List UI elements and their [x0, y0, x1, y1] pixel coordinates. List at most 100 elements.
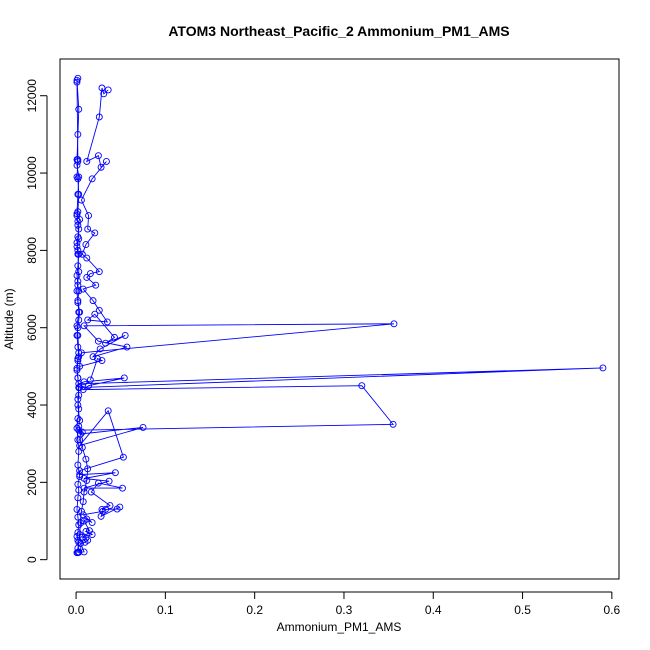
data-point [82, 534, 90, 542]
data-point [84, 316, 92, 324]
data-point [78, 428, 86, 436]
data-point [77, 507, 85, 515]
data-point [116, 503, 124, 511]
data-point [82, 527, 90, 535]
data-point [79, 386, 87, 394]
data-point [123, 343, 131, 351]
data-point [103, 318, 111, 326]
data-point [74, 250, 82, 258]
data-point [86, 270, 94, 278]
data-point [94, 152, 102, 160]
plot-area [73, 74, 607, 557]
x-tick-label: 0.4 [425, 603, 442, 617]
data-point [119, 484, 126, 492]
data-point [80, 517, 88, 525]
data-point [105, 477, 113, 485]
data-point [104, 86, 112, 94]
data-point [74, 221, 82, 229]
data-point [75, 308, 83, 316]
data-point [74, 331, 82, 339]
data-point [89, 297, 97, 305]
x-axis: 0.0 0.1 0.2 0.3 0.4 0.5 0.6 [68, 591, 621, 617]
data-point [89, 353, 97, 361]
data-point [73, 424, 81, 432]
data-point [390, 320, 398, 328]
x-tick-label: 0.1 [157, 603, 174, 617]
y-tick-label: 8000 [25, 237, 39, 264]
data-point [99, 507, 107, 515]
data-point [76, 531, 84, 538]
x-tick-label: 0.3 [336, 603, 353, 617]
data-point [75, 422, 83, 430]
series-line [79, 87, 395, 381]
data-point [94, 337, 102, 345]
y-tick-label: 10000 [25, 156, 39, 190]
y-tick-label: 6000 [25, 314, 39, 341]
data-point [83, 476, 91, 484]
data-point [102, 339, 109, 347]
data-point [74, 494, 82, 502]
data-point [85, 382, 93, 390]
data-point [80, 378, 88, 386]
data-point [80, 322, 88, 330]
data-point [91, 310, 99, 318]
data-point [73, 210, 81, 218]
data-point [80, 488, 88, 496]
data-point [92, 281, 100, 289]
data-point [77, 519, 84, 527]
data-point [120, 374, 128, 382]
data-point [75, 391, 83, 399]
data-point [76, 436, 84, 444]
data-point [82, 241, 90, 249]
data-point [358, 382, 366, 390]
data-point [74, 374, 82, 382]
data-point [389, 420, 397, 428]
data-point [83, 158, 91, 165]
data-point [74, 544, 82, 552]
data-point [78, 444, 86, 452]
data-point [95, 113, 103, 121]
data-point [75, 521, 83, 529]
data-point [88, 175, 96, 183]
data-point [74, 190, 82, 198]
data-point [106, 502, 114, 509]
data-point [75, 287, 83, 295]
data-point [97, 512, 105, 520]
data-point [80, 548, 88, 556]
data-point [79, 285, 87, 293]
series-line [77, 367, 603, 553]
data-point [111, 469, 119, 477]
data-point [74, 401, 82, 409]
data-point [82, 455, 90, 463]
data-point [73, 243, 81, 250]
data-point [599, 364, 607, 372]
data-point [73, 161, 81, 169]
data-point [102, 158, 110, 165]
data-point [119, 453, 127, 461]
data-point [98, 84, 106, 92]
data-point [95, 268, 103, 276]
data-point [83, 254, 91, 262]
data-point [74, 355, 82, 363]
data-point [79, 498, 87, 506]
y-tick-label: 4000 [25, 391, 39, 418]
data-point [87, 488, 95, 496]
y-axis-label: Altitude (m) [2, 288, 16, 349]
chart-title: ATOM3 Northeast_Pacific_2 Ammonium_PM1_A… [168, 23, 509, 39]
data-point [95, 306, 103, 314]
data-point [76, 471, 84, 479]
x-tick-label: 0.5 [514, 603, 531, 617]
data-point [94, 479, 102, 487]
data-point [76, 467, 84, 475]
data-point [75, 173, 83, 181]
y-tick-label: 12000 [25, 79, 39, 113]
x-axis-label: Ammonium_PM1_AMS [277, 620, 402, 634]
data-point [75, 268, 83, 276]
data-point [75, 235, 83, 243]
data-point [74, 277, 82, 285]
data-point [139, 423, 147, 431]
y-axis: 0 2000 4000 6000 8000 10000 12000 [25, 79, 48, 563]
data-point [91, 229, 99, 237]
data-point [121, 331, 129, 339]
